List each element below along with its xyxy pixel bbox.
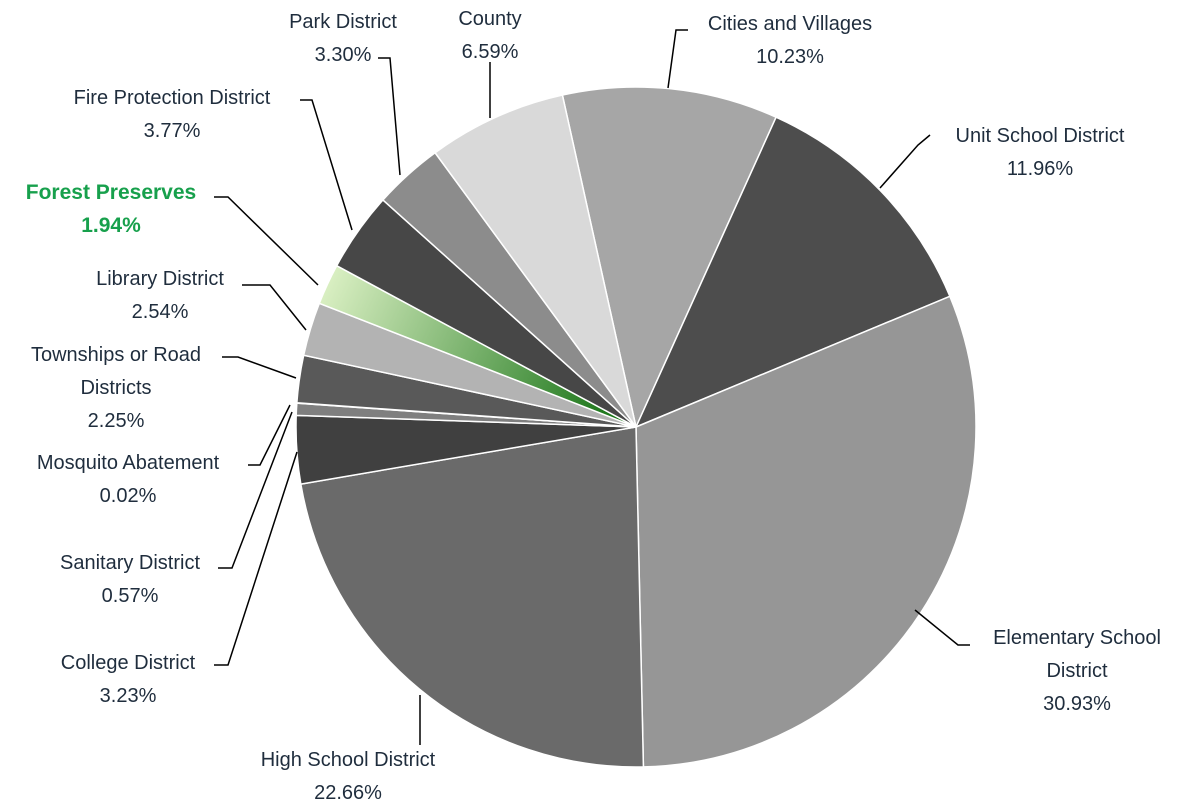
value-label: 10.23% xyxy=(756,46,824,68)
leader-line xyxy=(300,99,353,231)
category-label: Unit School District xyxy=(955,125,1125,147)
slice-label: High School District 22.66% xyxy=(218,744,478,805)
leader-line xyxy=(242,284,307,331)
value-label: 6.59% xyxy=(461,41,519,63)
category-label: Elementary School District xyxy=(993,627,1161,682)
slice-label: Unit School District 11.96% xyxy=(920,120,1160,186)
category-label: Library District xyxy=(96,268,224,290)
slice-label: Cities and Villages 10.23% xyxy=(670,8,910,74)
pie-slice xyxy=(434,94,637,428)
value-label: 3.30% xyxy=(314,44,372,66)
leader-line xyxy=(667,29,688,89)
slice-label: Sanitary District 0.57% xyxy=(10,547,250,613)
slice-label: Mosquito Abatement 0.02% xyxy=(0,447,258,513)
leader-line xyxy=(214,196,319,286)
pie-slice xyxy=(299,426,645,768)
value-label: 3.23% xyxy=(99,685,157,707)
slice-label: Fire Protection District 3.77% xyxy=(32,82,312,148)
category-label: Forest Preserves xyxy=(25,181,197,204)
category-label: Park District xyxy=(289,11,397,33)
leader-line xyxy=(879,134,931,189)
pie-slice xyxy=(635,295,977,768)
leader-line xyxy=(248,404,291,466)
leader-line xyxy=(222,356,297,379)
value-label: 2.54% xyxy=(131,301,189,323)
leader-line xyxy=(214,451,298,666)
slice-label: College District 3.23% xyxy=(8,647,248,713)
category-label: Mosquito Abatement xyxy=(36,452,220,474)
slice-label: County 6.59% xyxy=(390,3,590,69)
pie-slice xyxy=(634,116,951,429)
value-label: 1.94% xyxy=(81,214,141,237)
category-label: Townships or Road Districts xyxy=(30,344,202,399)
value-label: 2.25% xyxy=(87,410,145,432)
value-label: 0.02% xyxy=(99,485,157,507)
category-label: College District xyxy=(60,652,196,674)
leader-line xyxy=(378,57,401,176)
category-label: County xyxy=(458,8,522,30)
value-label: 11.96% xyxy=(1006,158,1074,180)
value-label: 30.93% xyxy=(1043,693,1111,715)
slice-label: Park District 3.30% xyxy=(243,6,443,72)
leader-line xyxy=(914,609,970,646)
category-label: Cities and Villages xyxy=(707,13,873,35)
slice-label: Elementary School District 30.93% xyxy=(967,622,1181,721)
value-label: 22.66% xyxy=(314,782,382,804)
category-label: High School District xyxy=(260,749,436,771)
leader-line xyxy=(218,411,293,569)
category-label: Sanitary District xyxy=(59,552,201,574)
value-label: 0.57% xyxy=(101,585,159,607)
slice-label: Forest Preserves 1.94% xyxy=(0,176,231,242)
category-label: Fire Protection District xyxy=(73,87,271,109)
pie-slice xyxy=(561,86,778,430)
value-label: 3.77% xyxy=(143,120,201,142)
slice-label: Library District 2.54% xyxy=(40,263,280,329)
slice-label: Townships or Road Districts 2.25% xyxy=(9,339,224,438)
